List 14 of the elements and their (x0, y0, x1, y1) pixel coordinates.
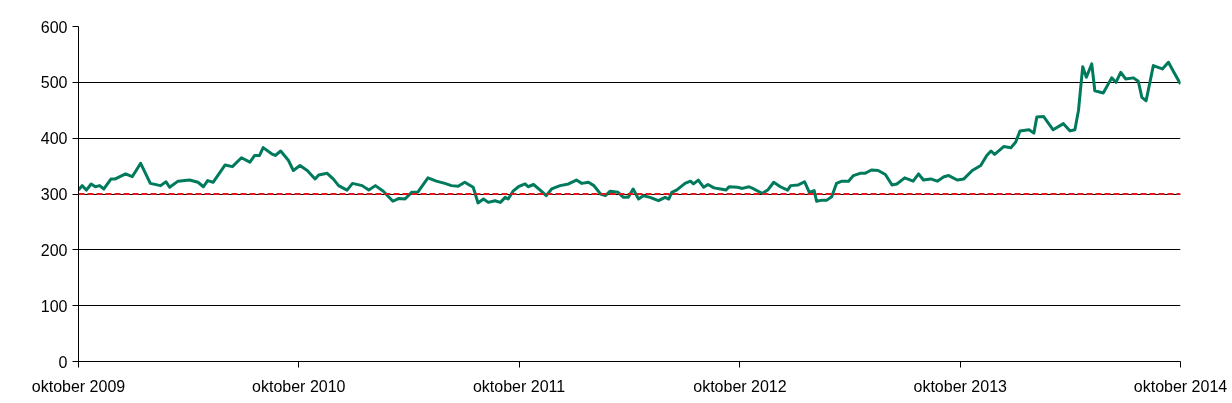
y-tick-label: 100 (40, 297, 68, 315)
x-tick-label: oktober 2013 (913, 377, 1008, 395)
y-tick-label: 200 (40, 241, 68, 259)
x-tick-label: oktober 2010 (252, 377, 346, 395)
x-tick-label: oktober 2012 (693, 377, 787, 395)
line-series (78, 60, 1181, 205)
x-tick-label: oktober 2011 (472, 377, 566, 395)
x-tick-label: oktober 2009 (31, 377, 126, 395)
y-tick-label: 0 (58, 353, 68, 371)
y-tick-label: 500 (40, 74, 68, 92)
y-tick-label: 600 (40, 18, 68, 36)
y-tick-label: 400 (40, 130, 68, 148)
x-tick-label: oktober 2014 (1133, 377, 1228, 395)
y-tick-label: 300 (40, 186, 68, 203)
